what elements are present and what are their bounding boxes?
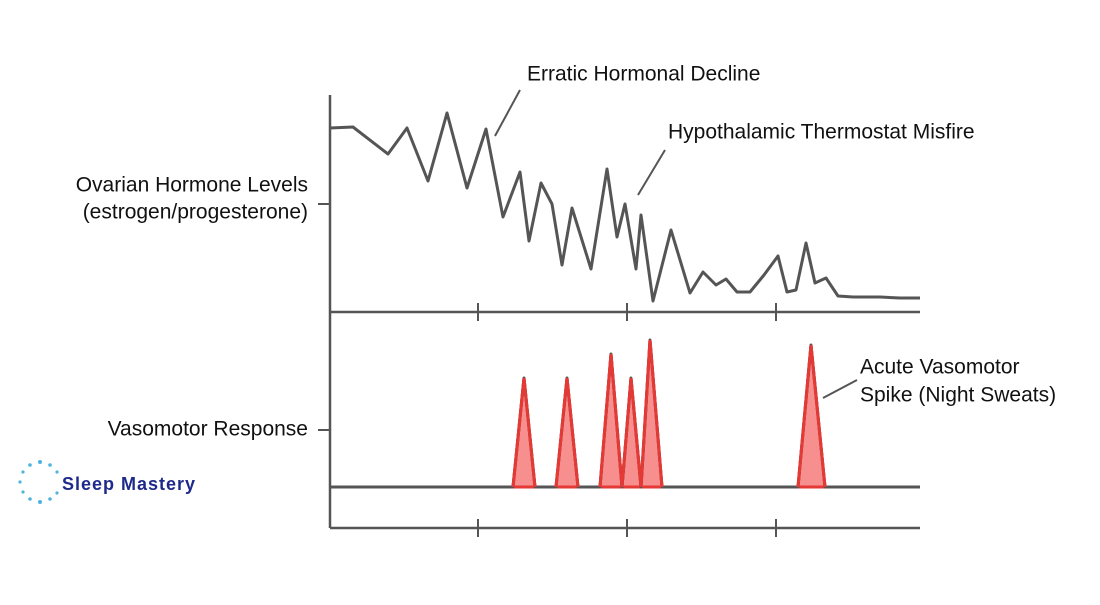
line [329,111,920,303]
y-axis-label: Ovarian Hormone Levels [76,174,308,197]
spike-edge [554,377,569,488]
spike-edge [511,377,526,488]
y-axis-label: (estrogen/progesterone) [83,201,308,224]
spike-edge [648,339,664,488]
annotation: Acute Vasomotor [860,356,1020,379]
annotation: Erratic Hormonal Decline [527,63,760,86]
annotation-leader [494,89,521,137]
spike-edge [809,344,827,488]
logo-icon [18,460,59,504]
spike-edge [598,353,613,488]
spike-edge [639,339,652,488]
spike-edge [609,353,624,488]
spike-edge [620,377,633,488]
spike-edge [629,377,643,488]
spike-edge [796,344,813,488]
y-axis-label: Vasomotor Response [108,418,308,441]
annotation: Hypothalamic Thermostat Misfire [668,121,975,144]
annotation-leader [637,149,666,196]
annotation-leader [822,379,858,399]
logo-text: Sleep Mastery [62,474,196,494]
annotation: Spike (Night Sweats) [860,384,1056,407]
logo: Sleep Mastery [18,460,196,504]
spike-edge [565,377,580,488]
spike-edge [522,377,537,488]
